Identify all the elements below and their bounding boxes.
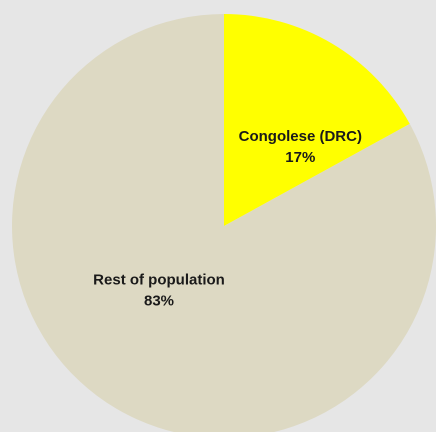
pie-slice-congolese-drc — [224, 14, 410, 226]
slice-label-congolese-drc: Congolese (DRC) — [239, 128, 362, 145]
slice-value-congolese-drc: 17% — [285, 149, 315, 166]
pie-labels: Congolese (DRC) 17% Rest of population 83% — [93, 128, 362, 310]
slice-value-rest-of-population: 83% — [144, 292, 174, 309]
pie-slices — [12, 14, 436, 432]
pie-slice-rest-of-population — [12, 14, 436, 432]
slice-label-rest-of-population: Rest of population — [93, 271, 225, 288]
